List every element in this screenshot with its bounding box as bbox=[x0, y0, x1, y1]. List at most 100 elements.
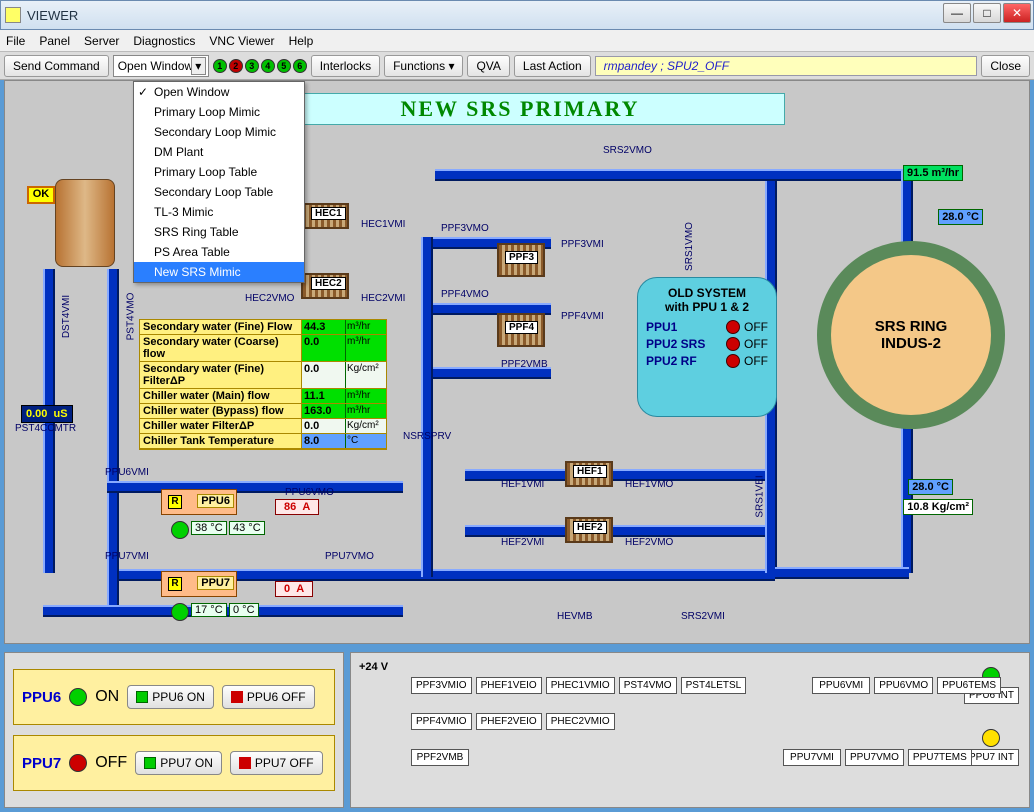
dropdown-item[interactable]: TL-3 Mimic bbox=[134, 202, 304, 222]
menu-panel[interactable]: Panel bbox=[39, 34, 70, 48]
menu-file[interactable]: File bbox=[6, 34, 25, 48]
valve-label: SRS2VMI bbox=[681, 611, 725, 622]
status-field: rmpandey ; SPU2_OFF bbox=[595, 56, 978, 76]
ring-line2: INDUS-2 bbox=[881, 335, 941, 352]
flow-reading: 91.5 m³/hr bbox=[903, 165, 963, 181]
ppu6-led bbox=[171, 521, 189, 539]
maximize-button[interactable]: □ bbox=[973, 3, 1001, 23]
ring-line1: SRS RING bbox=[875, 318, 948, 335]
param-value: 8.0 bbox=[302, 434, 346, 448]
param-value: 0.0 bbox=[302, 335, 346, 361]
interlock-box: PHEC2VMIO bbox=[546, 713, 615, 730]
oldsys-state: OFF bbox=[744, 354, 768, 368]
interlock-box: PPU7VMO bbox=[845, 749, 904, 766]
dropdown-item[interactable]: Secondary Loop Mimic bbox=[134, 122, 304, 142]
param-label: Chiller water (Bypass) flow bbox=[140, 404, 302, 418]
valve-label: DST4VMI bbox=[61, 295, 72, 338]
valve-label: SRS1VEI bbox=[755, 475, 766, 517]
ppu7-status-led bbox=[69, 754, 87, 772]
mimic-canvas: NEW SRS PRIMARY Open WindowPrimary Loop … bbox=[4, 80, 1030, 644]
oldsys-led bbox=[726, 337, 740, 351]
hex-hef1-label: HEF1 bbox=[573, 465, 607, 478]
param-label: Secondary water (Fine) FilterΔP bbox=[140, 362, 302, 388]
srs-ring: SRS RING INDUS-2 bbox=[817, 241, 1005, 429]
open-window-combo[interactable]: Open Window ▾ bbox=[113, 55, 209, 77]
bottom-area: PPU6 ON PPU6 ON PPU6 OFF PPU7 OFF PPU7 O… bbox=[4, 652, 1030, 808]
window-title: VIEWER bbox=[27, 8, 78, 23]
status-led-4: 4 bbox=[261, 59, 275, 73]
ppu7-t1: 17 °C bbox=[191, 603, 227, 617]
menu-vncviewer[interactable]: VNC Viewer bbox=[209, 34, 274, 48]
ppu6-on-button[interactable]: PPU6 ON bbox=[127, 685, 214, 709]
valve-label: SRS2VMO bbox=[603, 145, 652, 156]
conductivity-reading: 0.00 uS bbox=[21, 405, 73, 423]
valve-label: PPU6VMO bbox=[285, 487, 334, 498]
dropdown-item[interactable]: Primary Loop Mimic bbox=[134, 102, 304, 122]
ppu6-amps: 86 A bbox=[275, 499, 319, 515]
interlock-box: PST4LETSL bbox=[681, 677, 747, 694]
ppu7-off-button[interactable]: PPU7 OFF bbox=[230, 751, 323, 775]
dropdown-item[interactable]: PS Area Table bbox=[134, 242, 304, 262]
menu-diagnostics[interactable]: Diagnostics bbox=[133, 34, 195, 48]
dropdown-item[interactable]: Open Window bbox=[134, 82, 304, 102]
param-value: 163.0 bbox=[302, 404, 346, 418]
close-button[interactable]: Close bbox=[981, 55, 1030, 77]
ppu7-state: OFF bbox=[95, 754, 127, 772]
param-label: Secondary water (Fine) Flow bbox=[140, 320, 302, 334]
interlock-box: PHEF1VEIO bbox=[476, 677, 542, 694]
dropdown-item[interactable]: New SRS Mimic bbox=[134, 262, 304, 282]
last-action-button[interactable]: Last Action bbox=[514, 55, 591, 77]
interlock-box: PPU7TEMS bbox=[908, 749, 972, 766]
dropdown-item[interactable]: SRS Ring Table bbox=[134, 222, 304, 242]
valve-label: HEF2VMI bbox=[501, 537, 544, 548]
interlock-box: PHEC1VMIO bbox=[546, 677, 615, 694]
ppu6-state: ON bbox=[95, 688, 119, 706]
ok-badge: OK bbox=[27, 186, 55, 204]
pipe bbox=[775, 567, 909, 579]
ppu6-label: PPU6 bbox=[197, 494, 234, 508]
ppu6-t1: 38 °C bbox=[191, 521, 227, 535]
valve-label: NSRSPRV bbox=[403, 431, 451, 442]
interlock-box: PPF2VMB bbox=[411, 749, 469, 766]
oldsys-h2: with PPU 1 & 2 bbox=[646, 300, 768, 314]
pipe bbox=[107, 481, 403, 493]
conductivity-label: PST4CCMTR bbox=[15, 423, 76, 434]
minimize-button[interactable]: — bbox=[943, 3, 971, 23]
qva-button[interactable]: QVA bbox=[467, 55, 509, 77]
menu-help[interactable]: Help bbox=[289, 34, 314, 48]
dropdown-item[interactable]: Secondary Loop Table bbox=[134, 182, 304, 202]
volt-label: +24 V bbox=[359, 661, 1021, 673]
page-title: NEW SRS PRIMARY bbox=[255, 93, 785, 125]
ppu6-name: PPU6 bbox=[22, 689, 61, 706]
send-command-button[interactable]: Send Command bbox=[4, 55, 109, 77]
dropdown-item[interactable]: Primary Loop Table bbox=[134, 162, 304, 182]
hex-hec2-label: HEC2 bbox=[311, 277, 346, 290]
param-value: 11.1 bbox=[302, 389, 346, 403]
open-window-dropdown[interactable]: Open WindowPrimary Loop MimicSecondary L… bbox=[133, 81, 305, 283]
status-led-6: 6 bbox=[293, 59, 307, 73]
param-unit: m³/hr bbox=[346, 335, 386, 361]
dropdown-item[interactable]: DM Plant bbox=[134, 142, 304, 162]
ppu7-on-button[interactable]: PPU7 ON bbox=[135, 751, 222, 775]
menu-server[interactable]: Server bbox=[84, 34, 119, 48]
functions-button[interactable]: Functions ▾ bbox=[384, 55, 463, 77]
titlebar: VIEWER — □ ✕ bbox=[0, 0, 1034, 30]
chevron-down-icon[interactable]: ▾ bbox=[191, 57, 206, 75]
param-unit: m³/hr bbox=[346, 404, 386, 418]
valve-label: PPF2VMB bbox=[501, 359, 548, 370]
old-system-panel: OLD SYSTEM with PPU 1 & 2 PPU1OFFPPU2 SR… bbox=[637, 277, 777, 417]
status-led-3: 3 bbox=[245, 59, 259, 73]
ppu6-off-button[interactable]: PPU6 OFF bbox=[222, 685, 315, 709]
interlock-box: PST4VMO bbox=[619, 677, 677, 694]
interlock-box: PPU7VMI bbox=[783, 749, 841, 766]
valve-label: PPF3VMI bbox=[561, 239, 604, 250]
valve-label: PPU7VMI bbox=[105, 551, 149, 562]
window-close-button[interactable]: ✕ bbox=[1003, 3, 1031, 23]
interlock-box: PPF4VMIO bbox=[411, 713, 472, 730]
oldsys-h1: OLD SYSTEM bbox=[646, 286, 768, 300]
param-unit: Kg/cm² bbox=[346, 362, 386, 388]
interlocks-button[interactable]: Interlocks bbox=[311, 55, 380, 77]
ppu6-status-led bbox=[69, 688, 87, 706]
hex-ppf3-label: PPF3 bbox=[505, 251, 538, 264]
param-value: 0.0 bbox=[302, 419, 346, 433]
